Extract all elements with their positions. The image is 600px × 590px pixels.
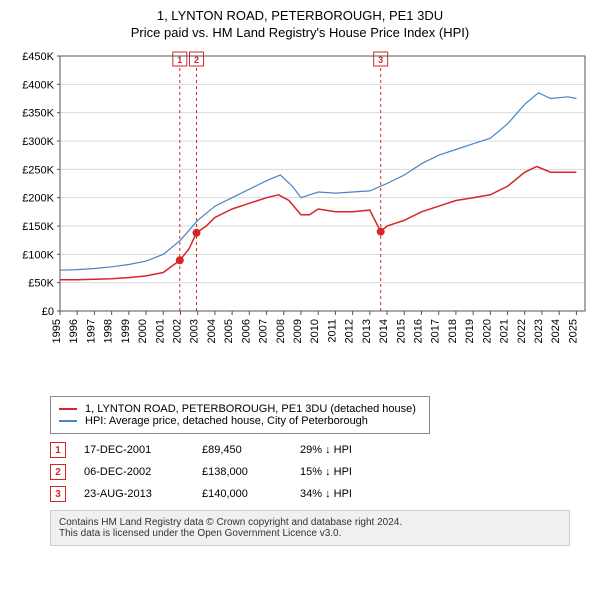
svg-text:2016: 2016 (412, 319, 424, 343)
chart-svg: £0 £50K £100K £150K £200K £250K £300K £350K £400… (10, 46, 590, 386)
svg-text:£450K: £450K (22, 51, 54, 63)
event-date: 17-DEC-2001 (84, 444, 184, 456)
svg-text:2025: 2025 (567, 319, 579, 343)
svg-text:2002: 2002 (171, 319, 183, 343)
event-num: 1 (50, 442, 66, 458)
event-row: 1 17-DEC-2001 £89,450 29% ↓ HPI (50, 442, 590, 458)
svg-text:£200K: £200K (22, 193, 54, 205)
svg-text:2001: 2001 (154, 319, 166, 343)
svg-text:2018: 2018 (447, 319, 459, 343)
svg-text:£100K: £100K (22, 249, 54, 261)
event-num: 3 (50, 486, 66, 502)
svg-text:2010: 2010 (309, 319, 321, 343)
svg-text:2004: 2004 (206, 319, 218, 343)
svg-text:2019: 2019 (464, 319, 476, 343)
svg-text:£400K: £400K (22, 79, 54, 91)
legend-item-property: 1, LYNTON ROAD, PETERBOROUGH, PE1 3DU (d… (59, 403, 421, 415)
legend-box: 1, LYNTON ROAD, PETERBOROUGH, PE1 3DU (d… (50, 396, 430, 434)
event-hpi: 15% ↓ HPI (300, 466, 400, 478)
legend-swatch-hpi (59, 420, 77, 422)
svg-text:2020: 2020 (481, 319, 493, 343)
chart-title-block: 1, LYNTON ROAD, PETERBOROUGH, PE1 3DU Pr… (10, 8, 590, 40)
chart-title-main: 1, LYNTON ROAD, PETERBOROUGH, PE1 3DU (10, 8, 590, 23)
svg-text:2006: 2006 (240, 319, 252, 343)
svg-text:2014: 2014 (378, 319, 390, 343)
legend-item-hpi: HPI: Average price, detached house, City… (59, 415, 421, 427)
event-date: 06-DEC-2002 (84, 466, 184, 478)
event-num: 2 (50, 464, 66, 480)
event-price: £138,000 (202, 466, 282, 478)
chart-area: £0 £50K £100K £150K £200K £250K £300K £350K £400… (10, 46, 590, 386)
svg-text:2023: 2023 (533, 319, 545, 343)
svg-text:2013: 2013 (361, 319, 373, 343)
svg-text:2009: 2009 (292, 319, 304, 343)
footer-line1: Contains HM Land Registry data © Crown c… (59, 517, 561, 528)
svg-text:1998: 1998 (103, 319, 115, 343)
event-date: 23-AUG-2013 (84, 488, 184, 500)
footer-attribution: Contains HM Land Registry data © Crown c… (50, 510, 570, 546)
svg-text:2011: 2011 (326, 319, 338, 343)
svg-text:£350K: £350K (22, 108, 54, 120)
svg-text:£50K: £50K (28, 278, 54, 290)
svg-text:2003: 2003 (189, 319, 201, 343)
legend-label-hpi: HPI: Average price, detached house, City… (85, 415, 368, 427)
svg-text:£150K: £150K (22, 221, 54, 233)
legend-swatch-property (59, 408, 77, 410)
event-price: £140,000 (202, 488, 282, 500)
event-hpi: 29% ↓ HPI (300, 444, 400, 456)
event-price: £89,450 (202, 444, 282, 456)
svg-text:2007: 2007 (258, 319, 270, 343)
event-row: 3 23-AUG-2013 £140,000 34% ↓ HPI (50, 486, 590, 502)
svg-text:2012: 2012 (344, 319, 356, 343)
event-hpi: 34% ↓ HPI (300, 488, 400, 500)
svg-text:1996: 1996 (68, 319, 80, 343)
svg-text:1995: 1995 (51, 319, 63, 343)
svg-text:2008: 2008 (275, 319, 287, 343)
legend-label-property: 1, LYNTON ROAD, PETERBOROUGH, PE1 3DU (d… (85, 403, 416, 415)
svg-text:2022: 2022 (516, 319, 528, 343)
event-row: 2 06-DEC-2002 £138,000 15% ↓ HPI (50, 464, 590, 480)
svg-text:2017: 2017 (430, 319, 442, 343)
svg-text:£0: £0 (42, 306, 54, 318)
chart-title-sub: Price paid vs. HM Land Registry's House … (10, 25, 590, 40)
svg-text:1999: 1999 (120, 319, 132, 343)
svg-text:2005: 2005 (223, 319, 235, 343)
svg-text:2024: 2024 (550, 319, 562, 343)
svg-text:2021: 2021 (499, 319, 511, 343)
svg-text:2015: 2015 (395, 319, 407, 343)
events-list: 1 17-DEC-2001 £89,450 29% ↓ HPI 2 06-DEC… (50, 442, 590, 502)
svg-text:1997: 1997 (85, 319, 97, 343)
svg-text:£300K: £300K (22, 136, 54, 148)
svg-text:£250K: £250K (22, 164, 54, 176)
footer-line2: This data is licensed under the Open Gov… (59, 528, 561, 539)
svg-text:2000: 2000 (137, 319, 149, 343)
